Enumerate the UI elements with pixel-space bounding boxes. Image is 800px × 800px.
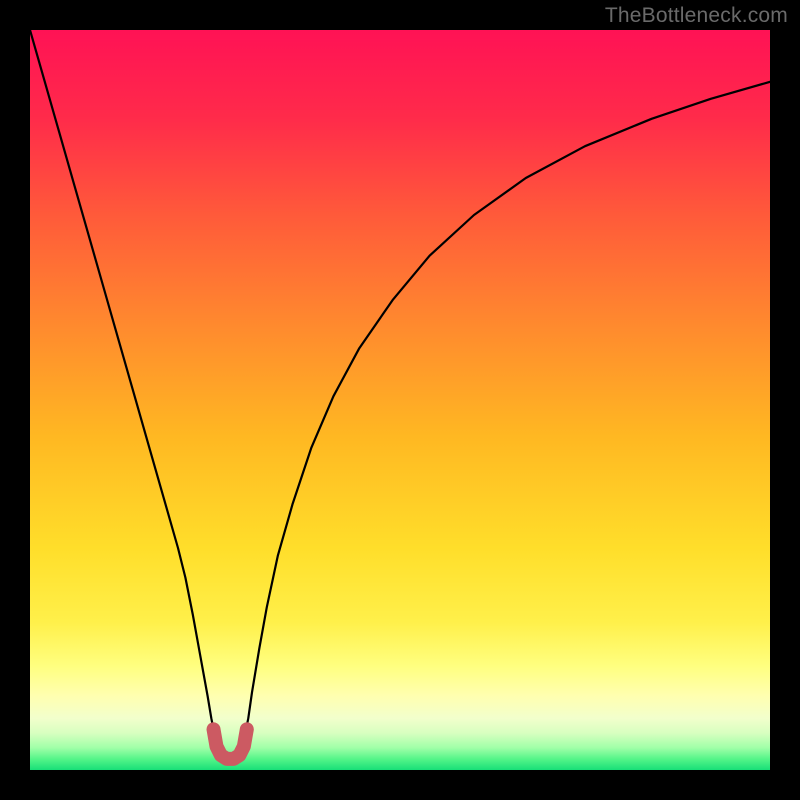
bottleneck-curve-left <box>30 30 215 737</box>
watermark-label: TheBottleneck.com <box>605 4 788 28</box>
plot-area <box>30 30 770 770</box>
curve-layer <box>30 30 770 770</box>
figure-root: TheBottleneck.com <box>0 0 800 800</box>
bottleneck-curve-right <box>245 82 770 737</box>
optimal-range-marker <box>214 729 247 759</box>
